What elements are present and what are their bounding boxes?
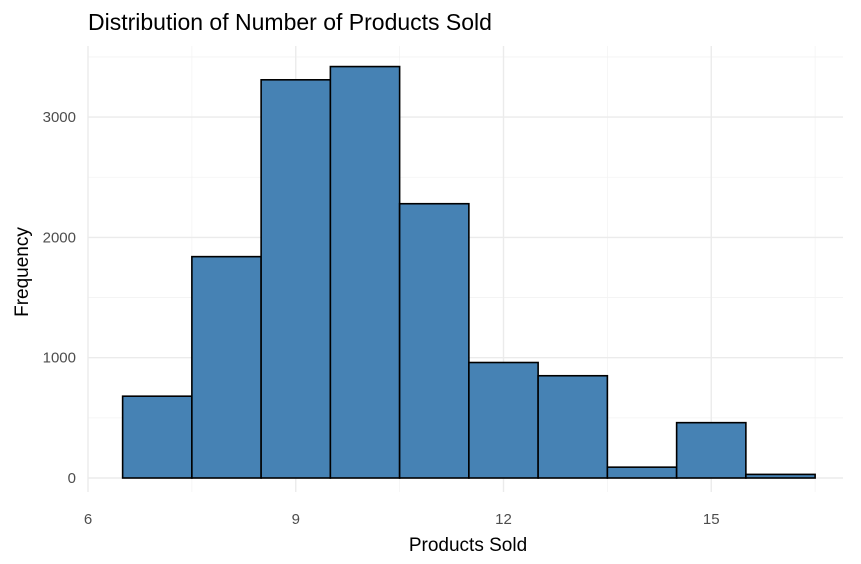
x-axis-tick-labels: 6 9 12 15 bbox=[84, 511, 720, 528]
histogram-bar bbox=[537, 374, 609, 479]
y-axis-tick-labels: 0 1000 2000 3000 bbox=[43, 109, 76, 487]
y-tick-label: 1000 bbox=[43, 350, 76, 367]
histogram-bar bbox=[121, 395, 193, 479]
chart-title: Distribution of Number of Products Sold bbox=[88, 9, 492, 35]
histogram-bar bbox=[606, 466, 678, 479]
x-tick-label: 15 bbox=[703, 511, 720, 528]
y-tick-label: 2000 bbox=[43, 229, 76, 246]
y-tick-label: 3000 bbox=[43, 109, 76, 126]
y-axis-title: Frequency bbox=[12, 227, 33, 317]
histogram-bar bbox=[191, 255, 262, 479]
histogram-bar bbox=[260, 79, 332, 479]
x-tick-label: 6 bbox=[84, 511, 92, 528]
histogram-bar bbox=[675, 421, 747, 479]
histogram-bar bbox=[745, 473, 816, 479]
x-tick-label: 12 bbox=[495, 511, 512, 528]
x-axis-title: Products Sold bbox=[409, 535, 527, 556]
histogram-bar bbox=[329, 65, 401, 479]
x-tick-label: 9 bbox=[292, 511, 300, 528]
y-tick-label: 0 bbox=[68, 470, 76, 487]
histogram-bar bbox=[398, 202, 470, 479]
histogram-bar bbox=[468, 361, 539, 479]
histogram-bars bbox=[121, 65, 816, 479]
